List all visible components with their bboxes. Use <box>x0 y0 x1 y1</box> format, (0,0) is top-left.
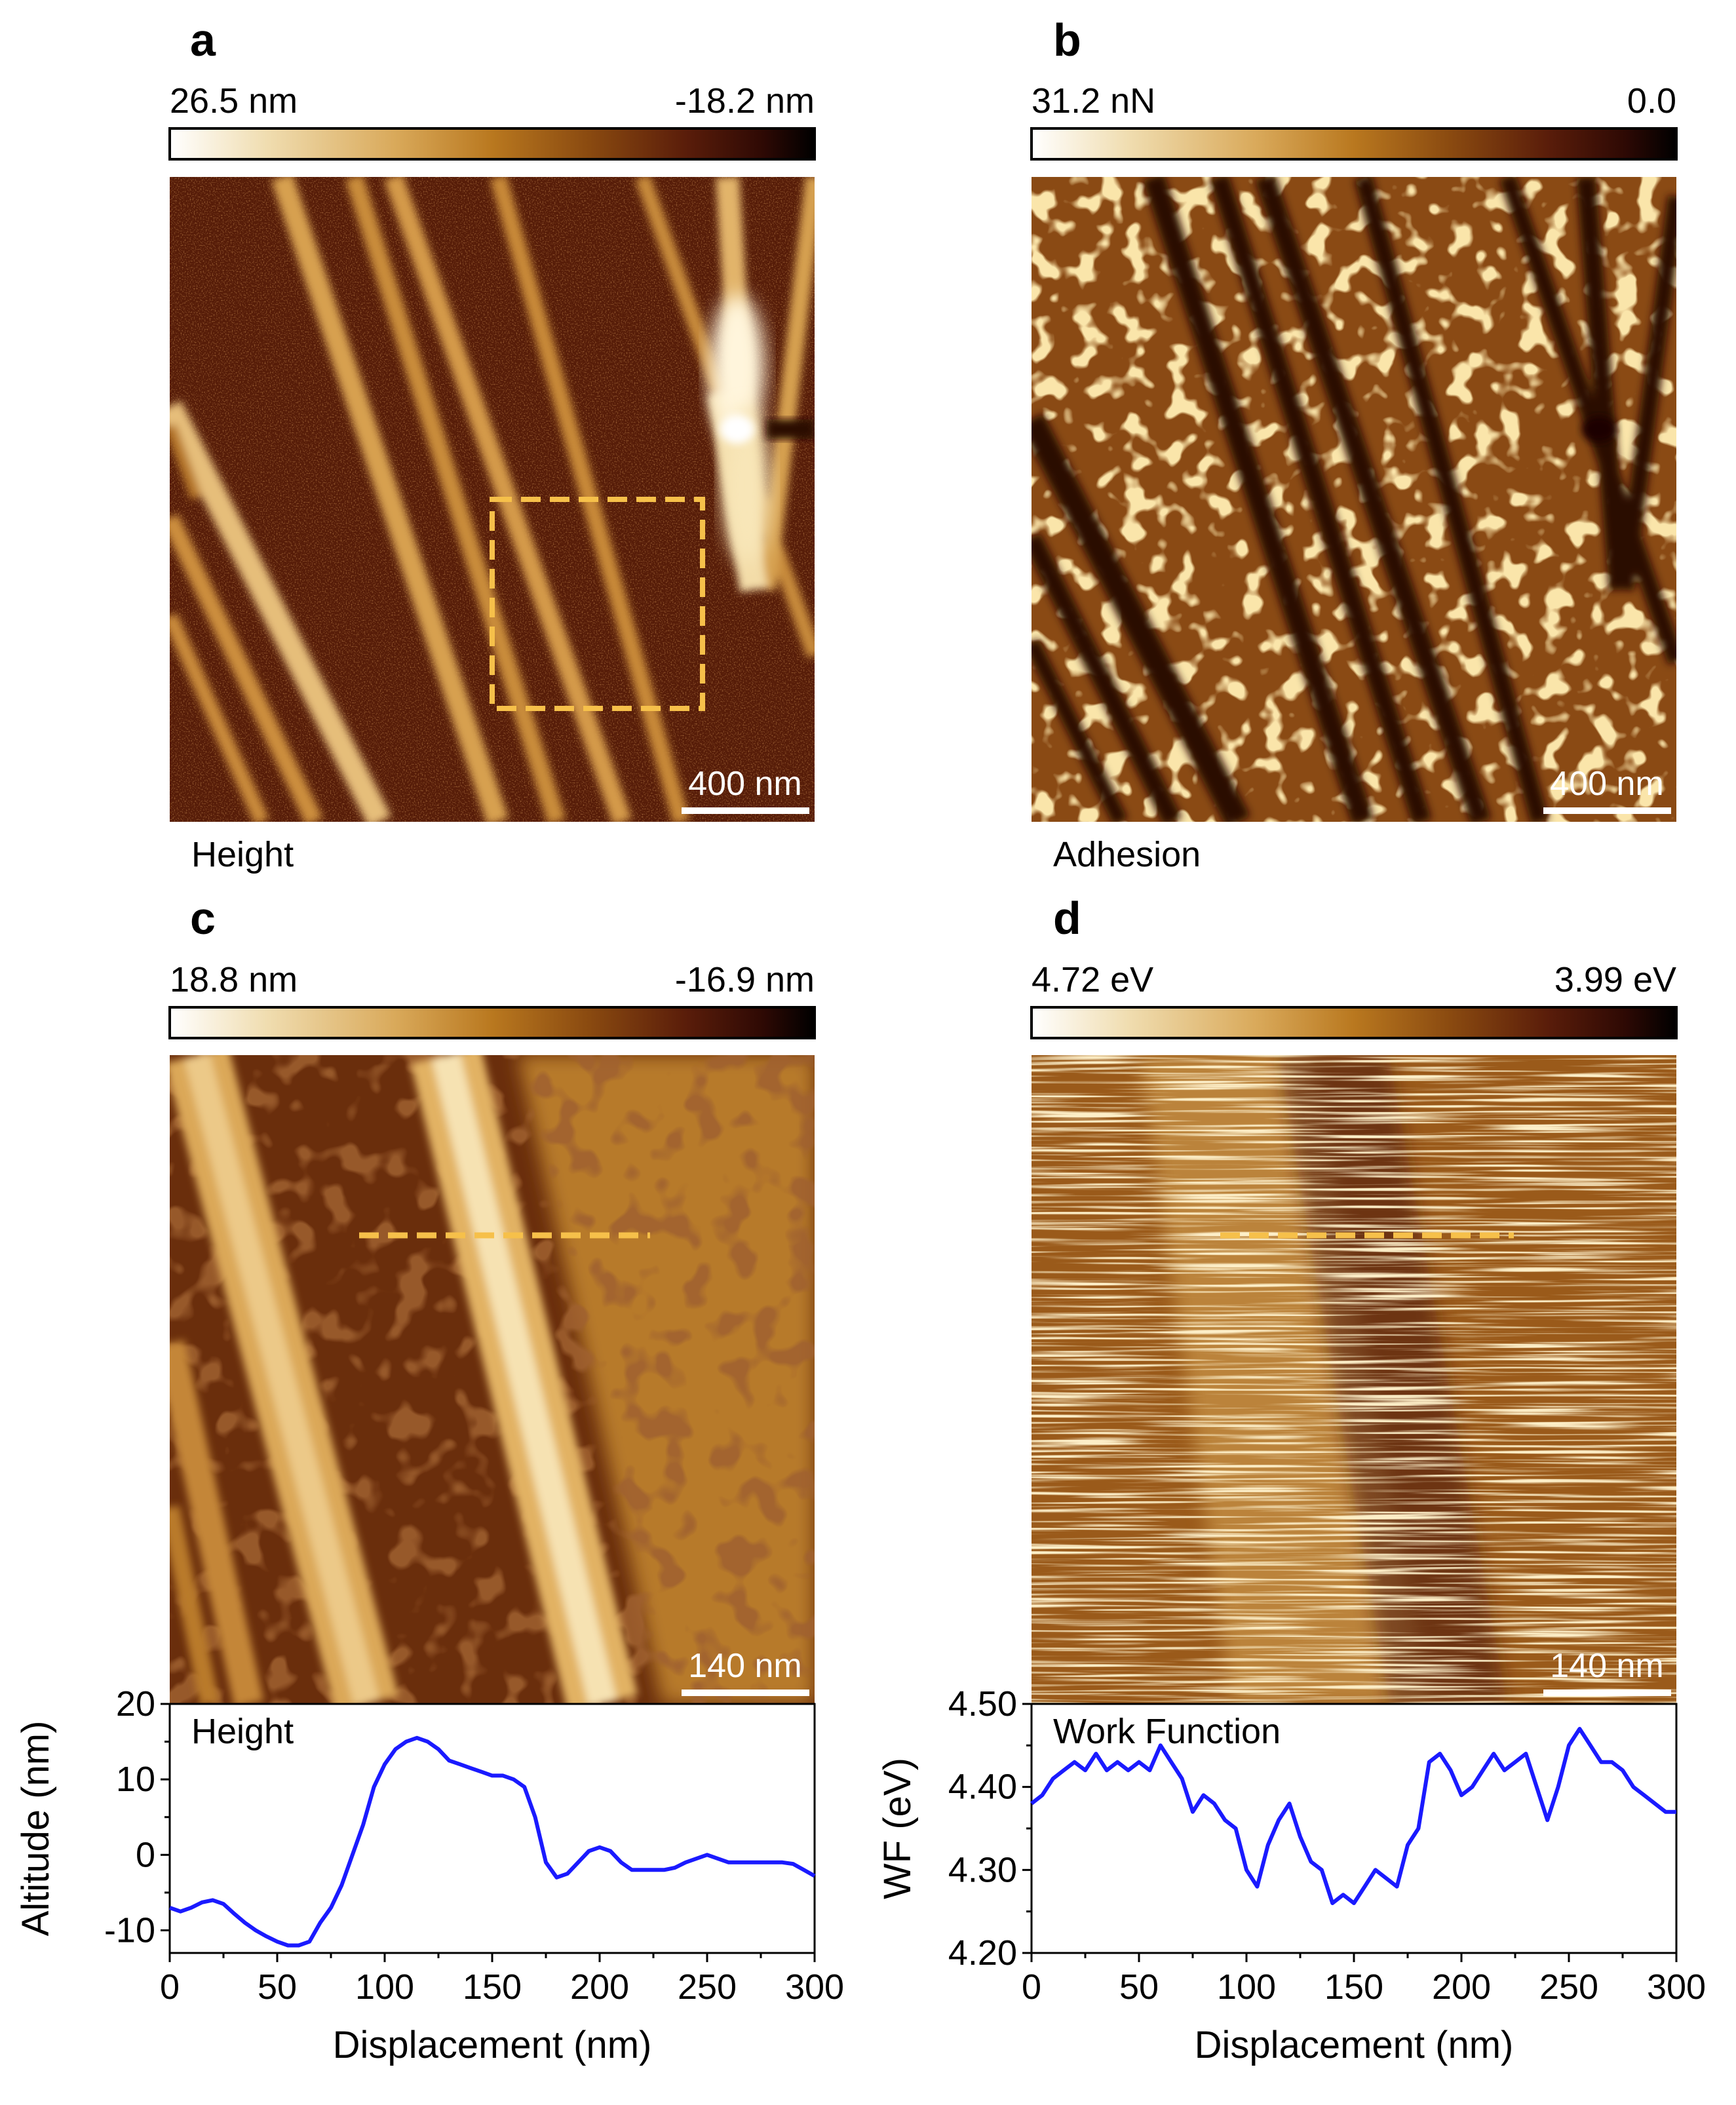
x-tick-label: 50 <box>1119 1967 1159 2007</box>
colorbar-a <box>168 127 816 161</box>
colorbar-c-max-label: 18.8 nm <box>170 960 298 999</box>
y-tick-label: 0 <box>136 1835 155 1874</box>
y-tick-label: 10 <box>116 1760 155 1799</box>
plot-title: Height <box>191 1712 294 1751</box>
panel-a: a 26.5 nm -18.2 nm <box>168 14 816 874</box>
x-tick-label: 200 <box>570 1967 629 2007</box>
channel-label-b: Adhesion <box>1053 835 1201 874</box>
y-tick-label: 4.40 <box>948 1767 1017 1807</box>
x-tick-label: 300 <box>1647 1967 1706 2007</box>
y-axis-label: WF (eV) <box>876 1758 919 1899</box>
profile-series-line <box>168 1735 816 1948</box>
colorbar-b <box>1030 127 1678 161</box>
profile-series-line <box>1030 1727 1676 1905</box>
x-tick-label: 150 <box>1324 1967 1383 2007</box>
scalebar-a-label: 400 nm <box>688 765 801 803</box>
x-axis-label: Displacement (nm) <box>333 2024 652 2066</box>
panel-d: d 4.72 eV 3.99 eV 140 nm <box>1030 893 1678 1704</box>
y-tick-label: 4.50 <box>948 1684 1017 1724</box>
x-tick-label: 0 <box>160 1967 180 2007</box>
scalebar-a <box>682 807 809 814</box>
afm-image-c <box>170 1055 815 1704</box>
x-tick-label: 50 <box>258 1967 297 2007</box>
x-tick-label: 300 <box>785 1967 844 2007</box>
scalebar-d <box>1543 1690 1671 1696</box>
panel-b: b 31.2 nN 0.0 400 nm Adhesion <box>1030 14 1678 874</box>
x-tick-label: 100 <box>355 1967 414 2007</box>
work-function-profile-chart: 0 50 100 150 200 250 300 4.20 4.30 4.40 4.50 Work F… <box>876 1684 1706 2066</box>
colorbar-d-min-label: 3.99 eV <box>1554 960 1676 999</box>
colorbar-d <box>1030 1006 1678 1039</box>
x-axis-label: Displacement (nm) <box>1195 2024 1514 2066</box>
scalebar-d-label: 140 nm <box>1550 1647 1663 1685</box>
panel-letter-c: c <box>190 893 216 944</box>
colorbar-b-min-label: 0.0 <box>1627 81 1676 121</box>
y-axis-label: Altitude (nm) <box>14 1721 57 1937</box>
plot-frame <box>168 1703 816 1954</box>
plot-title: Work Function <box>1053 1712 1281 1751</box>
panel-letter-d: d <box>1053 893 1081 944</box>
zoom-region-box <box>490 497 705 711</box>
colorbar-a-max-label: 26.5 nm <box>170 81 298 121</box>
panel-letter-a: a <box>190 14 216 66</box>
panel-c: c 18.8 nm -16.9 nm 140 nm <box>168 893 816 1704</box>
panel-letter-b: b <box>1053 14 1081 66</box>
x-tick-label: 200 <box>1432 1967 1491 2007</box>
x-tick-label: 100 <box>1217 1967 1276 2007</box>
scalebar-b <box>1543 807 1671 814</box>
channel-label-a: Height <box>191 835 294 874</box>
x-tick-label: 250 <box>678 1967 737 2007</box>
x-tick-label: 0 <box>1022 1967 1041 2007</box>
y-tick-label: 20 <box>116 1684 155 1724</box>
colorbar-c-min-label: -16.9 nm <box>675 960 815 999</box>
afm-image-d <box>1032 1055 1676 1704</box>
afm-image-b <box>1032 177 1676 822</box>
y-tick-label: 4.30 <box>948 1850 1017 1889</box>
colorbar-b-max-label: 31.2 nN <box>1032 81 1155 121</box>
x-tick-label: 250 <box>1539 1967 1598 2007</box>
y-tick-label: -10 <box>104 1910 155 1950</box>
scalebar-b-label: 400 nm <box>1550 765 1663 803</box>
colorbar-d-max-label: 4.72 eV <box>1032 960 1153 999</box>
colorbar-a-min-label: -18.2 nm <box>675 81 815 121</box>
scalebar-c-label: 140 nm <box>688 1647 801 1685</box>
y-tick-label: 4.20 <box>948 1933 1017 1973</box>
height-profile-chart: 0 50 100 150 200 250 300-1001020HeightDisplace… <box>14 1684 844 2066</box>
x-tick-label: 150 <box>463 1967 522 2007</box>
scalebar-c <box>682 1690 809 1696</box>
colorbar-c <box>168 1006 816 1039</box>
